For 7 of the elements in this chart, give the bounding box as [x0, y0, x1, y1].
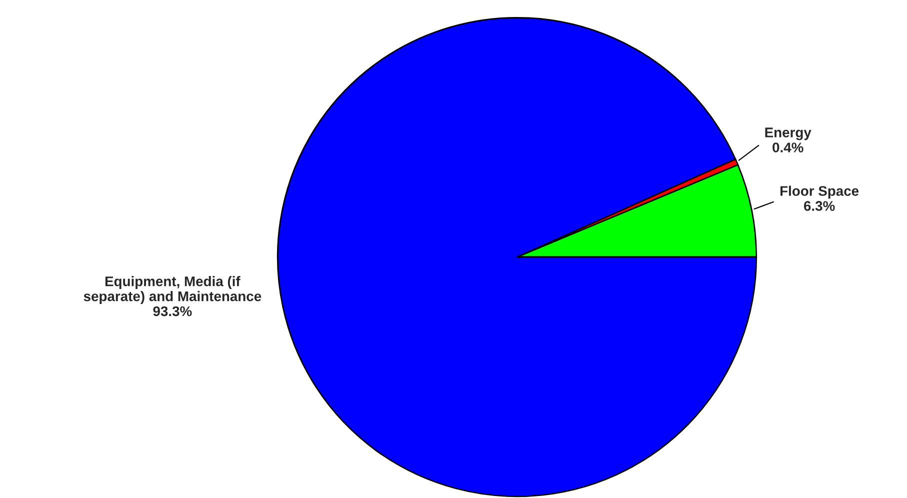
- data-label: 6.3%: [804, 201, 835, 211]
- slice-label: Floor Space: [780, 186, 859, 199]
- slice-label: Equipment, Media (if separate) and Maintenance: [84, 276, 262, 304]
- slice-label: Energy: [765, 128, 812, 140]
- pie-slice: [276, 16, 758, 498]
- data-label: 0.4%: [772, 142, 804, 152]
- data-label: 93.3%: [153, 306, 192, 316]
